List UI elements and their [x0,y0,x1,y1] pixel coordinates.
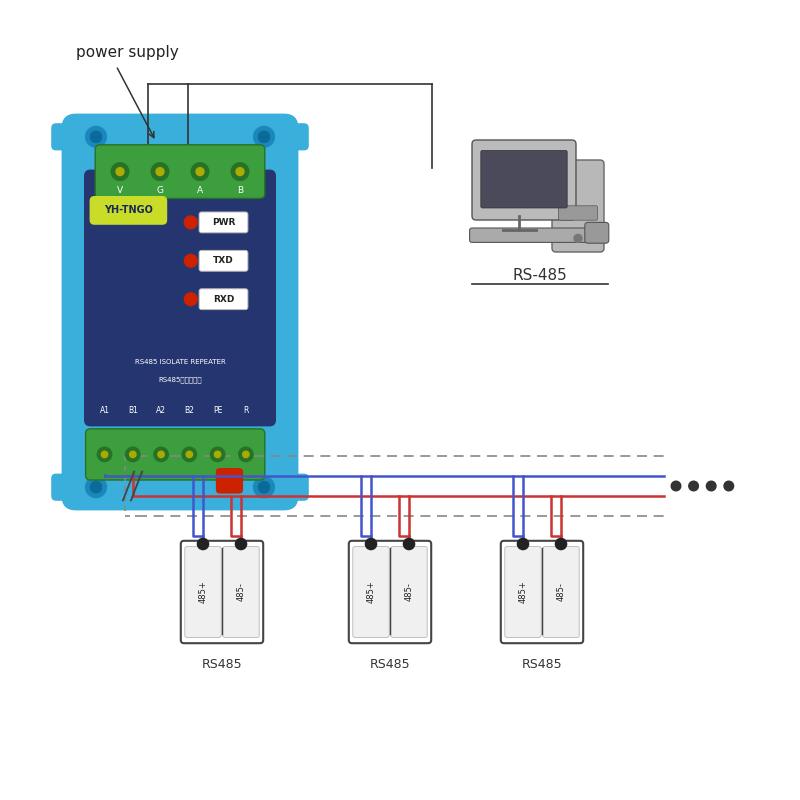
FancyBboxPatch shape [199,289,248,310]
Circle shape [98,447,112,462]
Text: V: V [117,186,123,195]
Circle shape [154,447,168,462]
Circle shape [214,451,221,458]
Circle shape [574,234,582,242]
FancyBboxPatch shape [185,546,221,638]
Text: RS485隔离中继器: RS485隔离中继器 [158,377,202,383]
FancyBboxPatch shape [216,468,243,494]
FancyBboxPatch shape [585,222,609,243]
Text: PWR: PWR [212,218,235,227]
FancyBboxPatch shape [84,170,276,426]
FancyBboxPatch shape [62,114,298,510]
Circle shape [116,168,124,176]
Circle shape [184,216,197,229]
Circle shape [689,481,698,490]
Circle shape [130,451,136,458]
FancyBboxPatch shape [199,250,248,271]
Circle shape [235,538,246,550]
Text: TXD: TXD [213,256,234,266]
Text: RS485 ISOLATE REPEATER: RS485 ISOLATE REPEATER [134,359,226,366]
Circle shape [724,481,734,490]
Circle shape [238,447,253,462]
Text: power supply: power supply [76,45,178,59]
Text: R: R [243,406,249,415]
Circle shape [156,168,164,176]
Text: G: G [157,186,163,195]
Text: RS485: RS485 [522,658,562,670]
FancyBboxPatch shape [222,546,259,638]
Text: A1: A1 [99,406,110,415]
Circle shape [671,481,681,490]
Circle shape [254,126,274,147]
Circle shape [90,131,102,142]
Text: RS-485: RS-485 [513,269,567,283]
Circle shape [191,163,209,180]
Circle shape [151,163,169,180]
Text: PE: PE [213,406,222,415]
Text: 485-: 485- [405,582,414,602]
Circle shape [198,538,209,550]
Circle shape [258,482,270,493]
Circle shape [86,126,106,147]
Circle shape [186,451,193,458]
Circle shape [231,163,249,180]
FancyBboxPatch shape [481,150,567,208]
Circle shape [518,538,529,550]
FancyBboxPatch shape [95,145,265,198]
FancyBboxPatch shape [472,140,576,220]
FancyBboxPatch shape [552,160,604,252]
Text: 485+: 485+ [518,581,527,603]
Text: RS485: RS485 [202,658,242,670]
FancyBboxPatch shape [90,196,167,225]
Circle shape [555,538,566,550]
Circle shape [90,482,102,493]
Text: RS485: RS485 [370,658,410,670]
FancyBboxPatch shape [51,474,309,501]
Circle shape [706,481,716,490]
FancyBboxPatch shape [51,123,309,150]
Text: RXD: RXD [213,294,234,304]
Circle shape [182,447,197,462]
Circle shape [158,451,164,458]
FancyBboxPatch shape [470,228,586,242]
Circle shape [126,447,140,462]
Text: A: A [197,186,203,195]
FancyBboxPatch shape [181,541,263,643]
FancyBboxPatch shape [349,541,431,643]
Text: B2: B2 [184,406,194,415]
Circle shape [184,254,197,267]
FancyBboxPatch shape [501,541,583,643]
Circle shape [258,131,270,142]
Circle shape [210,447,225,462]
Text: 485-: 485- [237,582,246,602]
Text: B1: B1 [128,406,138,415]
FancyBboxPatch shape [391,546,427,638]
Circle shape [196,168,204,176]
FancyBboxPatch shape [505,546,542,638]
Circle shape [366,538,377,550]
FancyBboxPatch shape [199,212,248,233]
FancyBboxPatch shape [86,429,265,480]
Text: 485-: 485- [557,582,566,602]
Circle shape [236,168,244,176]
FancyBboxPatch shape [558,206,598,220]
Circle shape [242,451,249,458]
Text: B: B [237,186,243,195]
Circle shape [86,477,106,498]
Text: A2: A2 [156,406,166,415]
Text: YH-TNGO: YH-TNGO [104,206,153,215]
Circle shape [403,538,414,550]
Text: 485+: 485+ [366,581,375,603]
FancyBboxPatch shape [542,546,579,638]
FancyBboxPatch shape [353,546,389,638]
Circle shape [184,293,197,306]
Text: 485+: 485+ [198,581,207,603]
Circle shape [102,451,108,458]
Circle shape [254,477,274,498]
Circle shape [111,163,129,180]
